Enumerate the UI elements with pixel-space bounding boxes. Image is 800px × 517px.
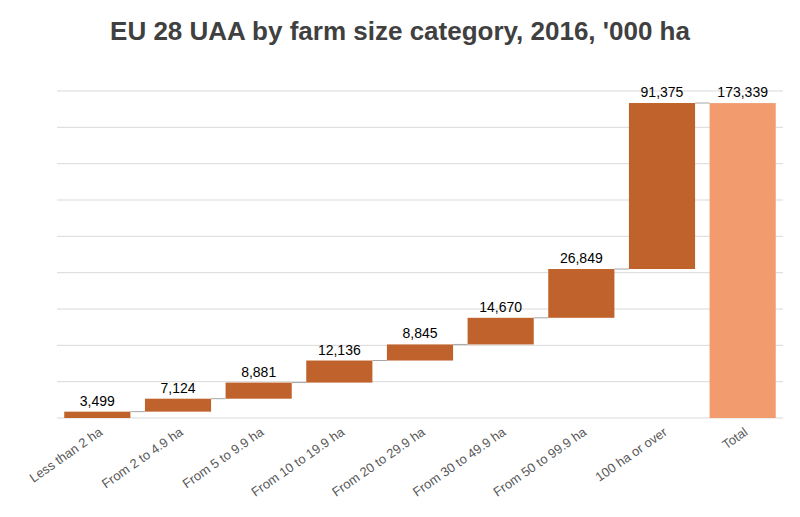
data-label: 173,339: [717, 84, 768, 100]
data-label: 26,849: [560, 250, 603, 266]
connector: [453, 344, 468, 345]
grid-line: [57, 309, 783, 310]
chart-container: EU 28 UAA by farm size category, 2016, '…: [0, 0, 800, 517]
connector: [372, 360, 387, 361]
bar: [145, 399, 211, 412]
title: EU 28 UAA by farm size category, 2016, '…: [110, 16, 690, 46]
data-label: 91,375: [641, 84, 684, 100]
data-label: 14,670: [479, 299, 522, 315]
data-label: 8,881: [241, 364, 276, 380]
chart: EU 28 UAA by farm size category, 2016, '…: [0, 0, 800, 517]
data-label: 7,124: [160, 380, 195, 396]
data-label: 8,845: [402, 325, 437, 341]
grid-line: [57, 272, 783, 273]
x-tick-label: From 50 to 99.9 ha: [490, 424, 589, 500]
bar: [629, 103, 695, 269]
bar: [468, 318, 534, 345]
bar: [226, 383, 292, 399]
bar: [387, 344, 453, 360]
connector: [292, 382, 307, 383]
total-bar: [710, 103, 776, 418]
connector: [130, 411, 145, 412]
x-tick-label: Total: [719, 424, 750, 452]
grid: [57, 91, 783, 418]
data-label: 3,499: [80, 393, 115, 409]
connector: [614, 269, 629, 270]
bars: [64, 103, 775, 418]
grid-line: [57, 418, 783, 419]
connector: [695, 103, 710, 104]
bar: [548, 269, 614, 318]
x-tick-label: Less than 2 ha: [27, 424, 106, 486]
x-tick-label: 100 ha or over: [592, 424, 670, 485]
x-tick-label: From 5 to 9.9 ha: [180, 424, 267, 491]
connector: [211, 398, 226, 399]
bar: [306, 361, 372, 383]
connector: [534, 317, 549, 318]
data-label: 12,136: [318, 342, 361, 358]
x-tick-label: From 2 to 4.9 ha: [99, 424, 186, 491]
bar: [64, 412, 130, 418]
